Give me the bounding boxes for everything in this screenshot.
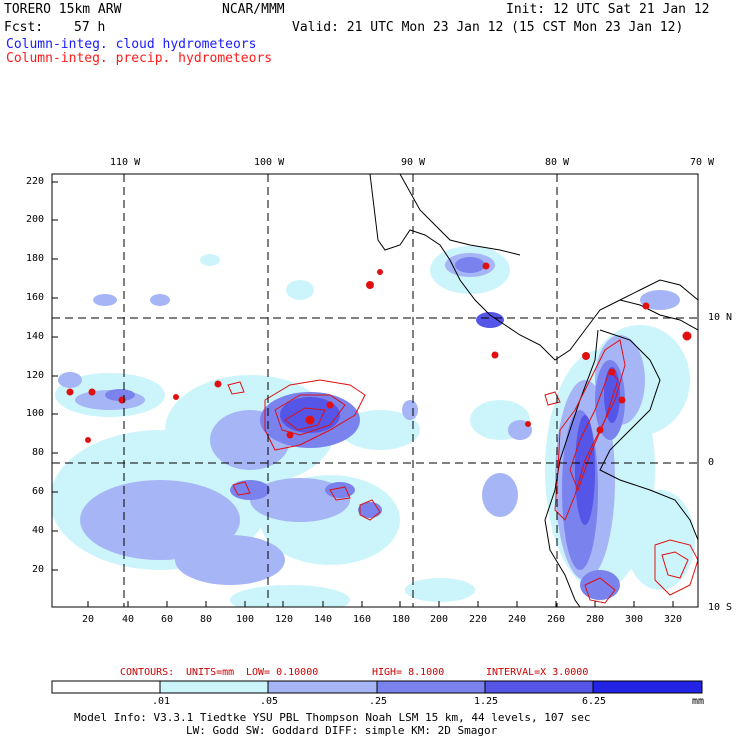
tick-marks — [52, 181, 674, 607]
contour-high: HIGH= 8.1000 — [372, 667, 445, 678]
colorbar-unit: mm — [692, 696, 705, 707]
colorbar-label: 1.25 — [474, 696, 499, 707]
contour-units: UNITS=mm — [186, 667, 235, 678]
lat-label-10s: 10 S — [708, 602, 733, 613]
x-tick: 60 — [161, 614, 174, 625]
y-tick: 80 — [32, 447, 45, 458]
x-tick: 280 — [586, 614, 605, 625]
contours-label: CONTOURS: — [120, 667, 175, 678]
lon-label-90w: 90 W — [401, 157, 426, 168]
x-tick: 160 — [353, 614, 372, 625]
precip-cores — [66, 262, 692, 443]
x-tick: 180 — [392, 614, 411, 625]
x-tick: 300 — [625, 614, 644, 625]
y-tick: 40 — [32, 525, 45, 536]
y-tick: 60 — [32, 486, 45, 497]
cloud-shade-darkest — [280, 312, 620, 525]
y-tick: 160 — [26, 292, 45, 303]
precip-legend: Column-integ. precip. hydrometeors — [6, 51, 273, 66]
model-info-line2: LW: Godd SW: Goddard DIFF: simple KM: 2D… — [186, 724, 498, 737]
x-tick: 100 — [236, 614, 255, 625]
y-tick: 120 — [26, 370, 45, 381]
forecast-label: Fcst: — [4, 20, 44, 35]
organization-label: NCAR/MMM — [222, 2, 285, 17]
x-tick: 240 — [508, 614, 527, 625]
lon-label-100w: 100 W — [254, 157, 285, 168]
model-title: TORERO 15km ARW — [4, 2, 122, 17]
model-info-line1: Model Info: V3.3.1 Tiedtke YSU PBL Thomp… — [74, 711, 591, 724]
colorbar-label: .05 — [260, 696, 279, 707]
x-tick: 40 — [122, 614, 135, 625]
colorbar-label: .25 — [369, 696, 388, 707]
valid-time: Valid: 21 UTC Mon 23 Jan 12 (15 CST Mon … — [292, 20, 684, 35]
y-tick: 180 — [26, 253, 45, 264]
contour-interval: INTERVAL=X 3.0000 — [486, 667, 589, 678]
y-tick: 20 — [32, 564, 45, 575]
forecast-hour: 57 h — [74, 20, 106, 35]
lon-label-110w: 110 W — [110, 157, 141, 168]
y-tick: 140 — [26, 331, 45, 342]
colorbar-label: .01 — [152, 696, 171, 707]
colorbar-label: 6.25 — [582, 696, 607, 707]
y-tick: 220 — [26, 176, 45, 187]
coastlines — [369, 174, 698, 607]
x-tick: 220 — [469, 614, 488, 625]
x-tick: 200 — [430, 614, 449, 625]
lat-label-10n: 10 N — [708, 312, 733, 323]
map-frame — [51, 173, 699, 608]
x-tick: 320 — [664, 614, 683, 625]
lon-label-80w: 80 W — [545, 157, 570, 168]
x-tick: 260 — [547, 614, 566, 625]
x-tick: 120 — [275, 614, 294, 625]
x-tick: 80 — [200, 614, 213, 625]
graticule — [52, 174, 698, 607]
init-time: Init: 12 UTC Sat 21 Jan 12 — [506, 2, 710, 17]
precip-contours — [227, 339, 698, 604]
lat-label-0: 0 — [708, 457, 715, 468]
y-tick: 100 — [26, 408, 45, 419]
lon-label-70w: 70 W — [690, 157, 715, 168]
x-tick: 20 — [82, 614, 95, 625]
contour-low: LOW= 0.10000 — [246, 667, 319, 678]
x-tick: 140 — [314, 614, 333, 625]
y-tick: 200 — [26, 214, 45, 225]
cloud-legend: Column-integ. cloud hydrometeors — [6, 37, 257, 52]
